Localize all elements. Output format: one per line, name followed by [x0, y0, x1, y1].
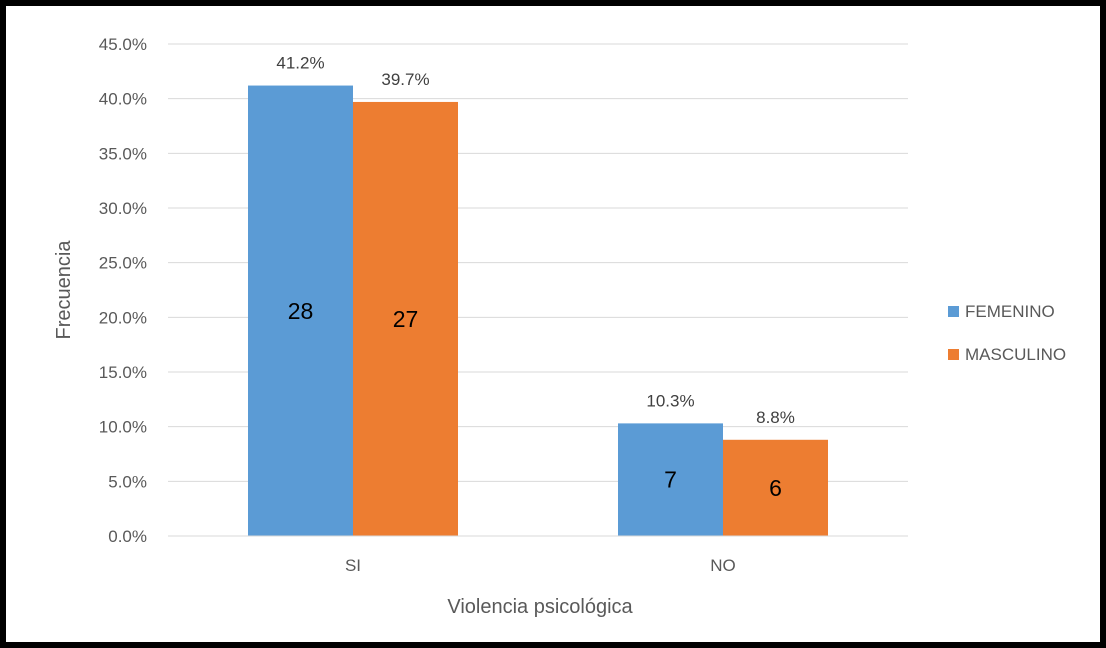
y-tick-label: 20.0% — [99, 308, 147, 327]
x-axis-ticks: SI NO — [345, 556, 736, 575]
y-tick-label: 45.0% — [99, 35, 147, 54]
bar-count-label: 6 — [769, 475, 782, 501]
bars — [248, 85, 828, 537]
bar-masculino-si — [353, 101, 458, 537]
legend: FEMENINO MASCULINO — [948, 302, 1066, 364]
y-tick-label: 10.0% — [99, 418, 147, 437]
bar-count-label: 28 — [288, 298, 314, 324]
legend-label-femenino: FEMENINO — [965, 302, 1055, 321]
y-tick-label: 30.0% — [99, 199, 147, 218]
y-tick-label: 15.0% — [99, 363, 147, 382]
y-tick-label: 35.0% — [99, 144, 147, 163]
y-tick-label: 5.0% — [108, 472, 147, 491]
legend-label-masculino: MASCULINO — [965, 345, 1066, 364]
x-axis-title: Violencia psicológica — [447, 596, 633, 618]
x-tick-label: SI — [345, 556, 361, 575]
legend-swatch-femenino — [948, 306, 959, 317]
y-axis-title: Frecuencia — [53, 240, 75, 340]
y-tick-label: 25.0% — [99, 254, 147, 273]
bar-percent-label: 10.3% — [646, 391, 694, 410]
bar-percent-label: 8.8% — [756, 408, 795, 427]
y-tick-label: 0.0% — [108, 527, 147, 546]
data-labels: 41.2% 28 39.7% 27 10.3% 7 8.8% 6 — [276, 54, 794, 501]
y-axis-ticks: 0.0% 5.0% 10.0% 15.0% 20.0% 25.0% 30.0% 35.0% 40… — [99, 35, 147, 546]
bar-femenino-no — [618, 423, 723, 536]
legend-swatch-masculino — [948, 349, 959, 360]
bar-count-label: 27 — [393, 306, 419, 332]
bar-percent-label: 41.2% — [276, 54, 324, 73]
bar-femenino-si — [248, 85, 353, 537]
bar-masculino-no — [723, 439, 828, 536]
x-tick-label: NO — [710, 556, 736, 575]
bar-count-label: 7 — [664, 467, 677, 493]
bar-percent-label: 39.7% — [381, 70, 429, 89]
y-tick-label: 40.0% — [99, 90, 147, 109]
